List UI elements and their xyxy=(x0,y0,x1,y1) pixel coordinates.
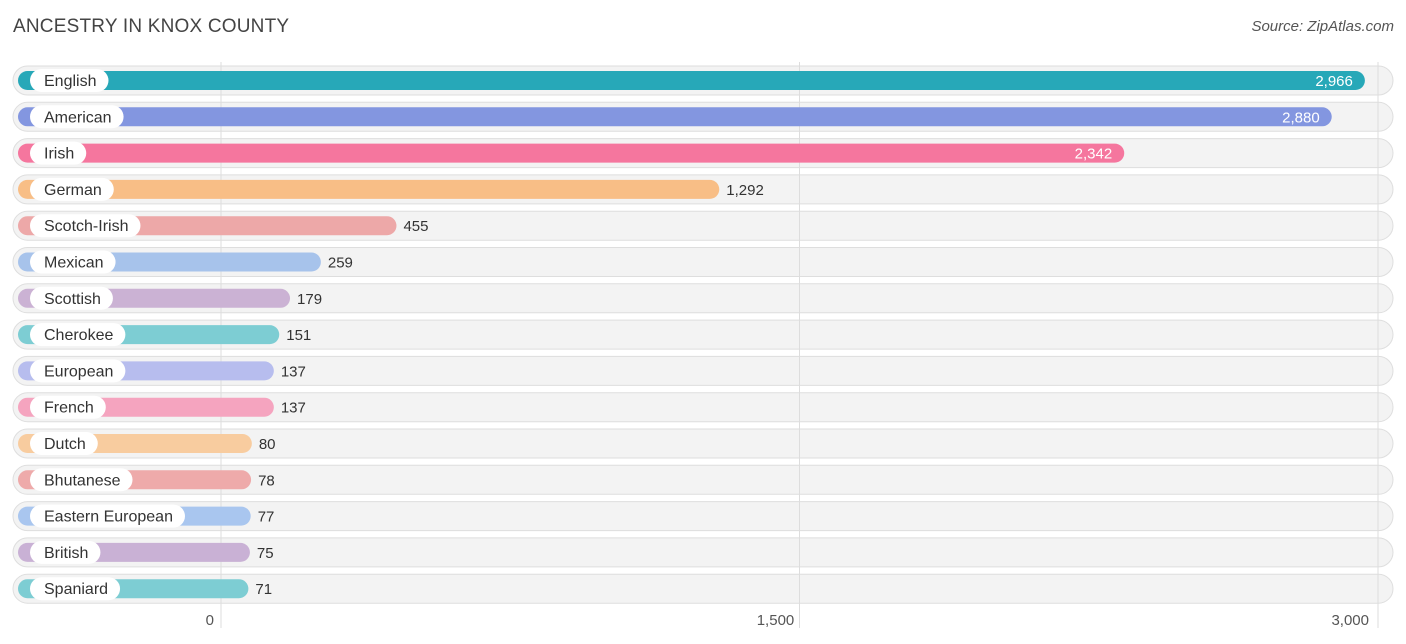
row-background xyxy=(12,319,1394,350)
value-label: 77 xyxy=(258,509,275,526)
category-label-pill xyxy=(30,359,126,383)
value-label: 80 xyxy=(259,436,276,453)
category-label-pill xyxy=(30,504,185,528)
category-label: British xyxy=(44,545,88,562)
category-label-pill xyxy=(30,286,113,310)
bar-american xyxy=(18,107,1332,127)
bar-german xyxy=(18,179,720,199)
category-label: Irish xyxy=(44,146,74,163)
row-background xyxy=(12,464,1394,495)
category-label-pill xyxy=(30,69,109,92)
row-background xyxy=(12,501,1394,532)
value-label: 179 xyxy=(297,291,322,308)
chart-title: ANCESTRY IN KNOX COUNTY xyxy=(13,16,290,37)
category-label: Scottish xyxy=(44,291,101,308)
x-tick-label: 3,000 xyxy=(1331,612,1369,629)
category-label-pill xyxy=(30,141,87,165)
category-label-pill xyxy=(30,577,121,601)
value-label: 2,880 xyxy=(1282,109,1320,126)
row-background xyxy=(12,428,1394,459)
category-label-pill xyxy=(30,395,106,419)
category-label-pill xyxy=(30,323,126,347)
category-label-pill xyxy=(30,214,141,238)
x-tick-label: 1,500 xyxy=(757,612,795,629)
category-label: English xyxy=(44,73,96,90)
category-label: Eastern European xyxy=(44,509,173,526)
category-label: Cherokee xyxy=(44,327,113,344)
value-label: 259 xyxy=(328,255,353,272)
category-label: German xyxy=(44,182,102,199)
category-label: Spaniard xyxy=(44,581,108,598)
row-background xyxy=(12,392,1394,423)
category-label: Dutch xyxy=(44,436,86,453)
category-label-pill xyxy=(30,177,114,201)
category-label-pill xyxy=(30,432,98,455)
row-background xyxy=(12,247,1394,277)
category-label: French xyxy=(44,400,94,417)
row-background xyxy=(12,355,1394,386)
bar-english xyxy=(18,71,1365,90)
row-background xyxy=(12,283,1394,314)
category-label: American xyxy=(44,109,112,126)
category-label: Bhutanese xyxy=(44,472,121,489)
value-label: 2,342 xyxy=(1075,146,1113,163)
value-label: 78 xyxy=(258,472,275,489)
category-label: Scotch-Irish xyxy=(44,218,128,235)
value-label: 151 xyxy=(286,327,311,344)
category-label: European xyxy=(44,363,113,380)
category-label-pill xyxy=(30,250,116,274)
category-label-pill xyxy=(30,105,124,129)
category-label: Mexican xyxy=(44,255,104,272)
value-label: 1,292 xyxy=(726,182,764,199)
bar-irish xyxy=(18,143,1125,163)
x-tick-label: 0 xyxy=(206,612,214,629)
category-label-pill xyxy=(30,468,133,492)
value-label: 2,966 xyxy=(1315,73,1353,90)
category-label-pill xyxy=(30,540,101,564)
row-background xyxy=(12,573,1394,604)
row-background xyxy=(12,537,1394,568)
value-label: 75 xyxy=(257,545,274,562)
value-label: 137 xyxy=(281,363,306,380)
value-label: 137 xyxy=(281,400,306,417)
value-label: 455 xyxy=(403,218,428,235)
source-label: Source: ZipAtlas.com xyxy=(1251,18,1394,35)
value-label: 71 xyxy=(255,581,272,598)
